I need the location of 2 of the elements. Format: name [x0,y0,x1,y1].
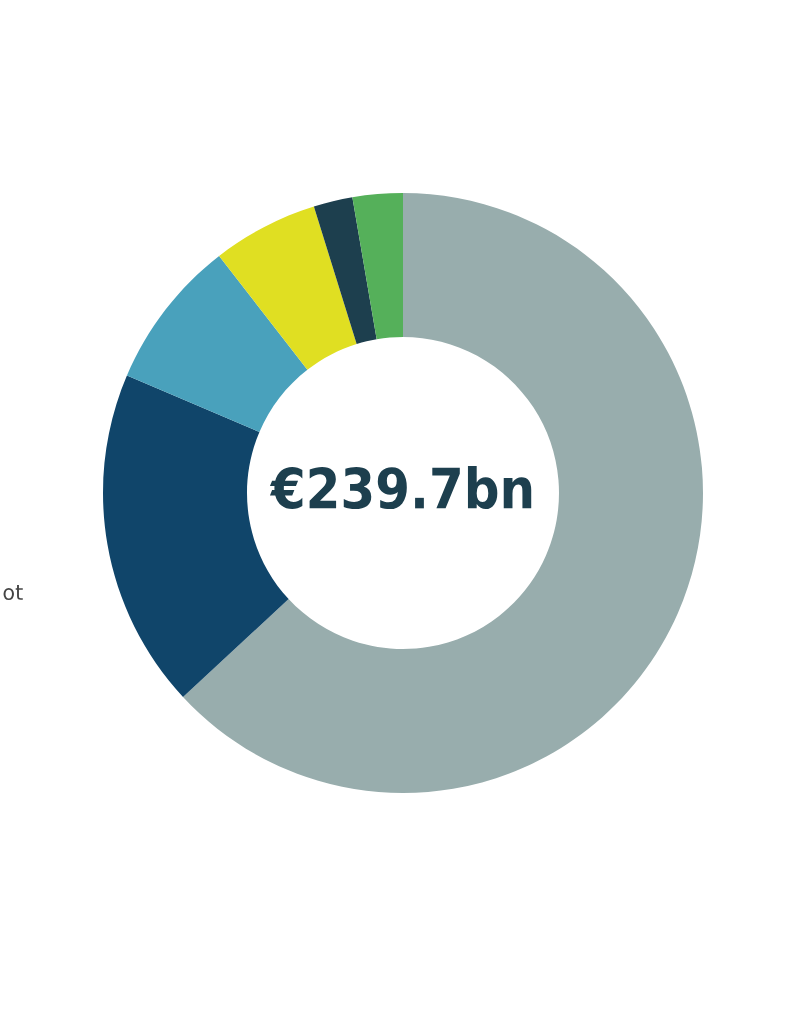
text: ot [3,585,23,601]
text: €239.7bn [269,466,532,510]
